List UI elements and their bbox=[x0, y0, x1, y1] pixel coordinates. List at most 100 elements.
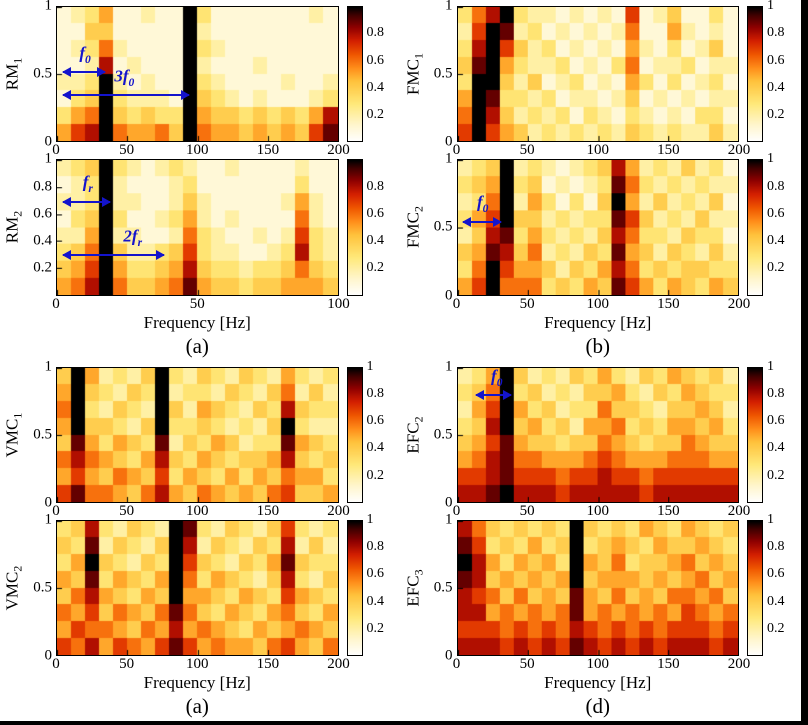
x-tick-labels: 0 50 100 150 200 bbox=[52, 656, 350, 673]
panel-rm2: RM2 1 0.8 0.6 0.4 0.2 fr 2fr 0 50 100 0.8 0.6 0.4… bbox=[2, 151, 399, 312]
panel-fmc1: FMC1 1 0.5 0 0 50 100 150 200 1 0.8 0.6 0.4 0.2 bbox=[403, 0, 800, 159]
vmc2-heatmap-canvas bbox=[57, 520, 338, 655]
x-tick-label: 100 bbox=[586, 295, 610, 312]
colorbar-canvas bbox=[347, 520, 362, 655]
y-tick-labels: 1 0.8 0.6 0.4 0.2 bbox=[24, 151, 56, 295]
annotation-label: 2fr bbox=[123, 226, 143, 249]
heatmap-plot bbox=[56, 366, 339, 503]
annotation-arrow bbox=[61, 90, 190, 101]
annotation-arrow bbox=[61, 196, 112, 207]
colorbar-tick-label: 0.4 bbox=[767, 233, 785, 248]
annotation-label: f0 bbox=[79, 43, 91, 67]
x-tick-label: 200 bbox=[727, 295, 751, 312]
y-tick-labels: 1 0.5 0 bbox=[24, 0, 56, 150]
x-tick-label: 150 bbox=[657, 295, 680, 312]
colorbar bbox=[346, 366, 363, 503]
y-tick-label: 1 bbox=[44, 150, 53, 167]
y-tick-labels: 1 0.5 0 bbox=[24, 511, 56, 663]
y-axis-label-text: RM bbox=[2, 63, 22, 91]
x-tick-label: 100 bbox=[186, 142, 209, 159]
y-tick-label: 1 bbox=[44, 511, 53, 528]
colorbar-tick-label: 0.6 bbox=[366, 52, 385, 68]
y-tick-label: 0 bbox=[445, 133, 453, 150]
x-tick-label: 150 bbox=[657, 142, 680, 159]
colorbar-tick-label: 1 bbox=[767, 0, 774, 13]
colorbar-tick-label: 0.6 bbox=[767, 413, 785, 428]
x-tick-label: 200 bbox=[727, 656, 751, 672]
colorbar-tick-label: 0.4 bbox=[366, 440, 385, 456]
colorbar bbox=[346, 6, 363, 143]
panel-fmc2: FMC2 1 0.5 0 f0 0 50 100 150 200 1 0.8 0.6 0.4 0.2 bbox=[403, 151, 800, 313]
colorbar-tick-labels: 1 0.8 0.6 0.4 0.2 bbox=[363, 512, 399, 656]
colorbar-tick-label: 0.4 bbox=[366, 79, 385, 95]
colorbar-tick-labels: 1 0.8 0.6 0.4 0.2 bbox=[763, 0, 799, 142]
x-tick-label: 150 bbox=[657, 656, 680, 672]
colorbar-tick-label: 0.8 bbox=[767, 385, 785, 401]
annotation-label: f0 bbox=[491, 366, 503, 389]
x-tick-label: 200 bbox=[727, 502, 751, 519]
arrowhead-left-icon bbox=[61, 196, 71, 207]
x-tick-label: 100 bbox=[186, 656, 209, 672]
x-tick-labels: 0 50 100 150 200 bbox=[52, 502, 350, 520]
y-axis-label: FMC2 bbox=[403, 159, 425, 295]
y-tick-labels: 1 0.5 0 bbox=[425, 0, 457, 150]
subplot-caption-b: (b) bbox=[585, 333, 611, 358]
x-tick-label: 200 bbox=[327, 656, 350, 672]
y-axis-label: VMC2 bbox=[2, 520, 24, 656]
x-tick-label: 150 bbox=[256, 142, 280, 159]
colorbar-tick-label: 0.2 bbox=[767, 467, 785, 483]
arrowhead-left-icon bbox=[61, 90, 71, 101]
x-tick-label: 0 bbox=[452, 656, 461, 672]
y-tick-labels: 1 0.5 0 bbox=[425, 511, 457, 663]
x-tick-label: 50 bbox=[519, 502, 535, 519]
y-axis-label: EFC2 bbox=[402, 367, 425, 503]
y-tick-label: 0.5 bbox=[433, 426, 453, 443]
colorbar-tick-label: 0.2 bbox=[366, 467, 385, 483]
colorbar-tick-labels: 1 0.8 0.6 0.4 0.2 bbox=[763, 151, 799, 295]
colorbar-canvas bbox=[748, 367, 762, 502]
x-tick-label: 150 bbox=[256, 656, 280, 672]
efc3-heatmap-canvas bbox=[457, 520, 738, 655]
x-tick-labels: 0 50 100 150 200 bbox=[453, 295, 751, 313]
colorbar-tick-labels: 1 0.8 0.6 0.4 0.2 bbox=[363, 359, 399, 503]
colorbar-tick-labels: 0.8 0.6 0.4 0.2 bbox=[363, 6, 399, 142]
x-axis-label: Frequency [Hz] bbox=[143, 673, 251, 692]
x-tick-labels: 0 50 100 150 200 bbox=[453, 656, 751, 673]
colorbar-tick-label: 0.2 bbox=[366, 107, 385, 122]
x-tick-label: 100 bbox=[586, 656, 610, 672]
annotation-label: fr bbox=[82, 172, 93, 196]
colorbar-tick-labels: 1 0.8 0.6 0.4 0.2 bbox=[763, 359, 799, 503]
y-tick-label: 0.5 bbox=[433, 579, 453, 596]
colorbar-tick-label: 0.8 bbox=[767, 25, 785, 41]
arrowhead-left-icon bbox=[474, 390, 484, 401]
y-tick-label: 0.5 bbox=[33, 579, 52, 596]
colorbar-canvas bbox=[347, 7, 362, 142]
x-tick-label: 0 bbox=[452, 502, 461, 519]
colorbar-tick-label: 0.2 bbox=[767, 260, 785, 276]
colorbar-tick-label: 0.8 bbox=[366, 25, 385, 41]
x-tick-label: 50 bbox=[119, 142, 135, 159]
x-tick-label: 100 bbox=[586, 142, 610, 159]
y-tick-label: 1 bbox=[445, 150, 453, 167]
colorbar-tick-label: 0.8 bbox=[366, 178, 385, 194]
annotation-label: 3f0 bbox=[114, 66, 135, 89]
x-tick-label: 150 bbox=[256, 502, 280, 519]
annotation-overlay bbox=[458, 7, 739, 141]
y-axis-label-text: EFC bbox=[402, 422, 422, 454]
x-tick-label: 200 bbox=[727, 142, 751, 159]
y-tick-label: 0 bbox=[445, 494, 453, 511]
colorbar-canvas bbox=[748, 160, 762, 295]
annotation-arrow bbox=[462, 216, 502, 227]
x-tick-label: 50 bbox=[119, 656, 135, 672]
panel-vmc2: VMC2 1 0.5 0 0 50 100 150 200 1 0.8 0.6 0.4 0.2 bbox=[2, 511, 399, 673]
x-tick-label: 0 bbox=[52, 656, 60, 672]
y-tick-label: 0.5 bbox=[433, 65, 453, 82]
heatmap-plot: f0 3f0 bbox=[56, 6, 339, 143]
colorbar-tick-label: 0.8 bbox=[366, 539, 385, 554]
y-axis-label-text: RM bbox=[2, 217, 22, 244]
y-axis-label-text: VMC bbox=[2, 418, 22, 457]
y-axis-label-sub: 1 bbox=[10, 57, 25, 64]
colorbar-tick-label: 0.4 bbox=[366, 593, 385, 609]
arrowhead-right-icon bbox=[502, 390, 512, 401]
